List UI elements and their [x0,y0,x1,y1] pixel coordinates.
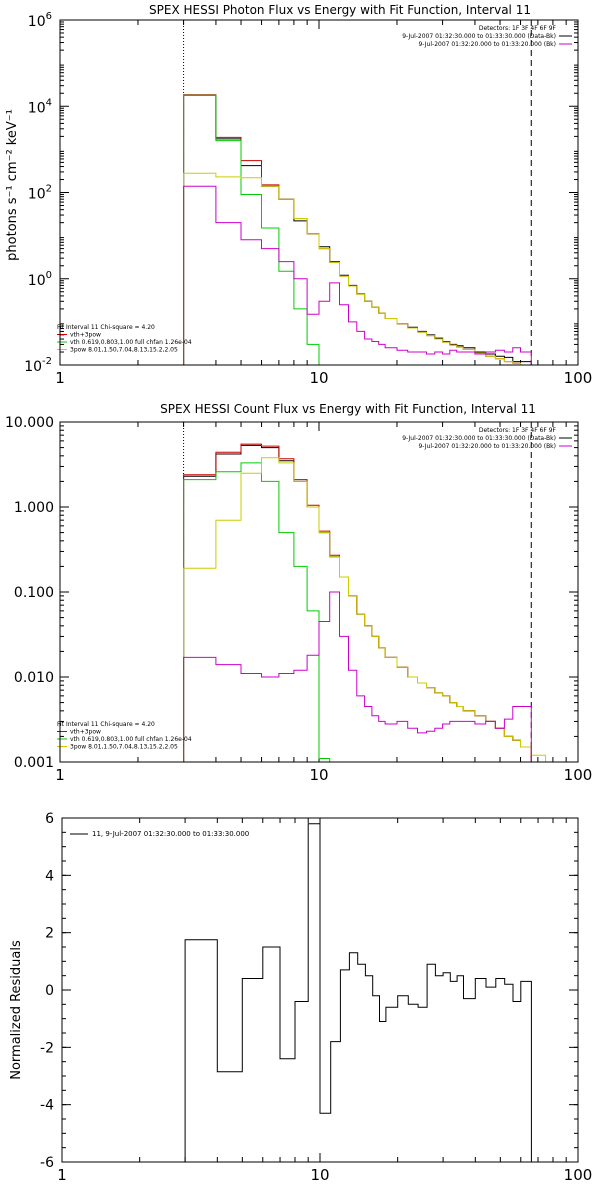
photon-flux-panel: SPEX HESSI Photon Flux vs Energy with Fi… [5,3,592,387]
residuals-y-axis-label: Normalized Residuals [9,940,24,1080]
residuals-legend-text: 11, 9-Jul-2007 01:32:30.000 to 01:33:30.… [92,830,249,838]
x-tick-label: 10 [310,1166,329,1184]
series-bk [183,591,532,762]
x-tick-label: 1 [57,1166,67,1184]
residuals-plot-frame [61,817,579,1163]
residuals-panel: Normalized Residuals 11, 9-Jul-2007 01:3… [9,811,592,1184]
series-3pow [183,172,532,366]
x-tick-label: 100 [564,766,593,784]
legend-top-right-text: Detectors: 1F 3F 4F 6F 9F [479,25,557,32]
y-tick-label: 102 [28,184,52,203]
photon-plot-frame [59,19,579,366]
legend-bottom-left-text: 3pow 8.01,1.50,7.04,8.13,15.2,2.05 [70,744,178,751]
y-tick-label: 100 [28,270,52,289]
y-tick-label: 0.010 [14,670,54,686]
y-tick-label: 0.100 [14,585,54,601]
legend-top-right-text: 9-Jul-2007 01:32:20.000 to 01:33:20.000 … [418,41,556,48]
residuals-marks: 1 10 100 6 4 2 0 -2 -4 -6 [40,811,592,1184]
count-marks: 1 10 100 10.000 1.000 0.100 0.010 0.001 Detector… [5,415,592,784]
y-tick-label: 1.000 [14,500,54,516]
y-tick-label: 0 [45,983,54,999]
legend-top-right-text: 9-Jul-2007 01:32:20.000 to 01:33:20.000 … [418,443,556,450]
legend-bottom-left-text: Fit Interval 11 Chi-square = 4.20 [57,324,155,331]
x-tick-label: 1 [55,766,65,784]
y-tick-label: -4 [40,1098,54,1114]
x-tick-label: 100 [564,1166,593,1184]
x-tick-label: 10 [309,369,328,387]
x-tick-label: 1 [55,369,65,387]
y-tick-label: 0.001 [14,755,54,771]
photon-y-axis-label: photons s⁻¹ cm⁻² keV⁻¹ [5,109,20,261]
legend-top-right-text: Detectors: 1F 3F 4F 6F 9F [479,427,557,434]
legend-bottom-left-text: vth 0.619,0.803,1.00 full chfan 1.26e-04 [70,339,192,346]
legend-bottom-left-text: 3pow 8.01,1.50,7.04,8.13,15.2,2.05 [70,347,178,354]
y-tick-label: 10.000 [5,415,54,431]
y-tick-label: 2 [45,926,54,942]
legend-bottom-left-text: vth 0.619,0.803,1.00 full chfan 1.26e-04 [70,736,192,743]
x-tick-label: 100 [564,369,593,387]
photon-chart-title: SPEX HESSI Photon Flux vs Energy with Fi… [149,3,531,17]
count-flux-panel: SPEX HESSI Count Flux vs Energy with Fit… [5,402,592,784]
y-tick-label: -2 [40,1040,54,1056]
legend-bottom-left-text: vth+3pow [70,729,101,736]
y-tick-label: 106 [28,11,52,30]
series-vth [183,94,330,366]
count-plot-frame [59,421,579,763]
photon-marks: 1 10 100 106 104 102 100 10-2 Detectors: 1F 3F 4… [24,11,592,387]
y-tick-label: -6 [40,1155,54,1171]
legend-bottom-left-text: Fit Interval 11 Chi-square = 4.20 [57,721,155,728]
legend-top-right-text: 9-Jul-2007 01:32:30.000 to 01:33:30.000 … [402,33,556,40]
y-tick-label: 4 [45,868,54,884]
x-tick-label: 10 [309,766,328,784]
count-chart-title: SPEX HESSI Count Flux vs Energy with Fit… [160,402,536,416]
y-tick-label: 6 [45,811,54,827]
series-bk [183,185,532,365]
series-11 [184,823,532,1162]
y-tick-label: 10-2 [24,356,52,375]
legend-bottom-left-text: vth+3pow [70,332,101,339]
legend-top-right-text: 9-Jul-2007 01:32:30.000 to 01:33:30.000 … [402,435,556,442]
y-tick-label: 104 [28,97,52,116]
